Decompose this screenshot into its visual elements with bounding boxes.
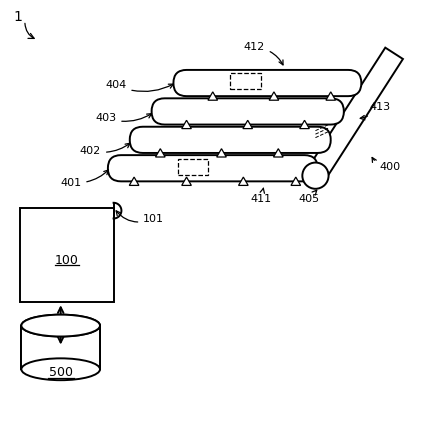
Polygon shape bbox=[129, 177, 139, 185]
Ellipse shape bbox=[21, 315, 100, 336]
Text: 400: 400 bbox=[372, 157, 400, 172]
Polygon shape bbox=[300, 120, 309, 128]
FancyBboxPatch shape bbox=[152, 98, 344, 125]
FancyBboxPatch shape bbox=[130, 127, 331, 153]
Polygon shape bbox=[155, 149, 165, 157]
Ellipse shape bbox=[21, 358, 100, 380]
Polygon shape bbox=[182, 120, 191, 128]
Polygon shape bbox=[326, 92, 335, 100]
FancyBboxPatch shape bbox=[173, 70, 361, 96]
Text: 411: 411 bbox=[250, 188, 272, 204]
Text: 100: 100 bbox=[54, 253, 78, 267]
Text: 403: 403 bbox=[95, 113, 152, 123]
FancyBboxPatch shape bbox=[108, 155, 318, 181]
Text: 412: 412 bbox=[244, 42, 283, 65]
Text: 500: 500 bbox=[49, 366, 73, 379]
Text: 404: 404 bbox=[105, 80, 173, 91]
Text: 1: 1 bbox=[14, 10, 23, 24]
Polygon shape bbox=[243, 120, 253, 128]
Polygon shape bbox=[291, 177, 301, 185]
Ellipse shape bbox=[21, 315, 100, 336]
Polygon shape bbox=[269, 92, 279, 100]
Text: 405: 405 bbox=[298, 190, 319, 204]
Polygon shape bbox=[273, 149, 283, 157]
Polygon shape bbox=[307, 48, 403, 181]
Bar bbox=[230, 73, 261, 89]
Bar bbox=[21, 326, 100, 369]
Polygon shape bbox=[217, 149, 226, 157]
Polygon shape bbox=[238, 177, 248, 185]
Text: 413: 413 bbox=[360, 102, 390, 120]
Polygon shape bbox=[182, 177, 191, 185]
Circle shape bbox=[302, 163, 329, 189]
Text: 402: 402 bbox=[80, 143, 130, 156]
Text: 401: 401 bbox=[60, 170, 109, 187]
Polygon shape bbox=[208, 92, 218, 100]
Text: 101: 101 bbox=[116, 211, 164, 223]
Bar bbox=[19, 208, 113, 302]
Bar bbox=[178, 159, 208, 175]
